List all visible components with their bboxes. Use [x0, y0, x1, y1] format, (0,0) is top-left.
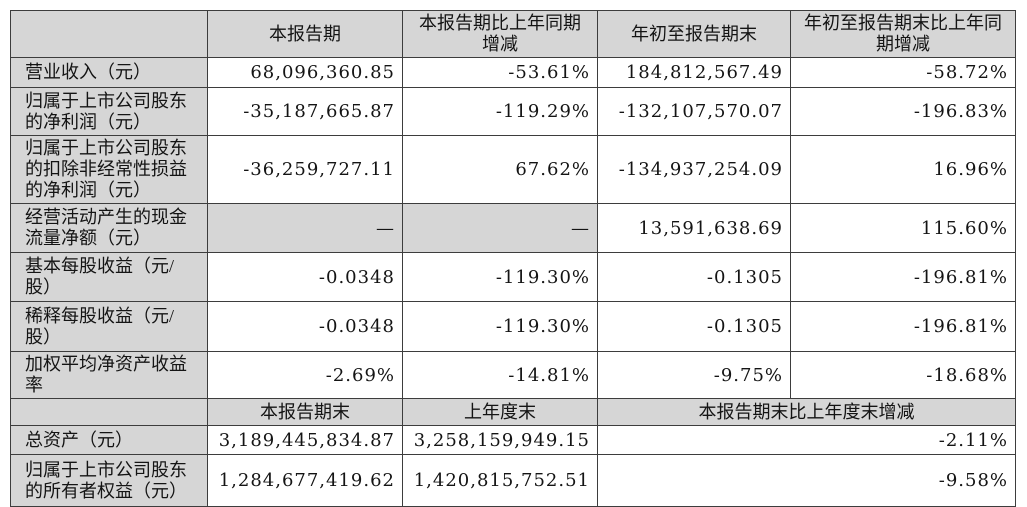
value-cell: -0.0348 [207, 301, 403, 352]
corner-cell [10, 398, 208, 426]
value-cell: -36,259,727.11 [207, 135, 403, 204]
value-cell: -2.11% [597, 425, 1016, 455]
value-cell: 13,591,638.69 [597, 203, 791, 253]
value-cell: -196.81% [790, 301, 1016, 352]
value-cell: -2.69% [207, 351, 403, 399]
value-cell: -0.0348 [207, 252, 403, 302]
column-header: 本报告期末 [207, 398, 403, 426]
value-cell: 3,189,445,834.87 [207, 425, 403, 455]
table-row: 归属于上市公司股东的扣除非经常性损益的净利润（元） -36,259,727.11 6… [10, 135, 1016, 204]
table-row: 加权平均净资产收益率 -2.69% -14.81% -9.75% -18.68% [10, 351, 1016, 399]
value-cell: -132,107,570.07 [597, 87, 791, 136]
row-label: 营业收入（元） [10, 57, 208, 88]
row-label: 总资产（元） [10, 425, 208, 455]
value-cell: -119.29% [402, 87, 598, 136]
header-row-period-end: 本报告期末 上年度末 本报告期末比上年度末增减 [10, 398, 1016, 426]
column-header: 本报告期末比上年度末增减 [597, 398, 1016, 426]
value-cell: -9.58% [597, 454, 1016, 507]
column-header: 上年度末 [402, 398, 598, 426]
value-cell: -35,187,665.87 [207, 87, 403, 136]
row-label: 归属于上市公司股东的所有者权益（元） [10, 454, 208, 507]
value-cell: 68,096,360.85 [207, 57, 403, 88]
value-cell: 115.60% [790, 203, 1016, 253]
value-cell: -119.30% [402, 301, 598, 352]
row-label: 稀释每股收益（元/股） [10, 301, 208, 352]
column-header: 本报告期比上年同期增减 [402, 10, 598, 58]
value-cell: 3,258,159,949.15 [402, 425, 598, 455]
table-row: 归属于上市公司股东的净利润（元） -35,187,665.87 -119.29% -1… [10, 87, 1016, 136]
table-row: 总资产（元） 3,189,445,834.87 3,258,159,949.15 -2… [10, 425, 1016, 455]
value-cell: 16.96% [790, 135, 1016, 204]
value-cell: -119.30% [402, 252, 598, 302]
value-cell: -0.1305 [597, 252, 791, 302]
table-row: 稀释每股收益（元/股） -0.0348 -119.30% -0.1305 -196.81… [10, 301, 1016, 352]
table-row: 基本每股收益（元/股） -0.0348 -119.30% -0.1305 -196.81… [10, 252, 1016, 302]
corner-cell [10, 10, 208, 58]
value-cell: — [207, 203, 403, 253]
value-cell: -14.81% [402, 351, 598, 399]
table-row: 归属于上市公司股东的所有者权益（元） 1,284,677,419.62 1,420,… [10, 454, 1016, 507]
value-cell: 1,420,815,752.51 [402, 454, 598, 507]
header-row-period: 本报告期 本报告期比上年同期增减 年初至报告期末 年初至报告期末比上年同期增减 [10, 10, 1016, 58]
report-table-body: 本报告期 本报告期比上年同期增减 年初至报告期末 年初至报告期末比上年同期增减 营业收入… [10, 10, 1016, 507]
value-cell: -58.72% [790, 57, 1016, 88]
column-header: 年初至报告期末 [597, 10, 791, 58]
report-table: 本报告期 本报告期比上年同期增减 年初至报告期末 年初至报告期末比上年同期增减 营业收入… [10, 10, 1016, 507]
row-label: 加权平均净资产收益率 [10, 351, 208, 399]
row-label: 经营活动产生的现金流量净额（元） [10, 203, 208, 253]
column-header: 年初至报告期末比上年同期增减 [790, 10, 1016, 58]
table-row: 营业收入（元） 68,096,360.85 -53.61% 184,812,567.4… [10, 57, 1016, 88]
table-row: 经营活动产生的现金流量净额（元） — —13,591,638.69 115.60% [10, 203, 1016, 253]
value-cell: -196.81% [790, 252, 1016, 302]
row-label: 基本每股收益（元/股） [10, 252, 208, 302]
value-cell: 184,812,567.49 [597, 57, 791, 88]
value-cell: -53.61% [402, 57, 598, 88]
value-cell: -9.75% [597, 351, 791, 399]
value-cell: 67.62% [402, 135, 598, 204]
row-label: 归属于上市公司股东的扣除非经常性损益的净利润（元） [10, 135, 208, 204]
value-cell: -18.68% [790, 351, 1016, 399]
value-cell: -0.1305 [597, 301, 791, 352]
value-cell: -134,937,254.09 [597, 135, 791, 204]
value-cell: 1,284,677,419.62 [207, 454, 403, 507]
row-label: 归属于上市公司股东的净利润（元） [10, 87, 208, 136]
value-cell: -196.83% [790, 87, 1016, 136]
value-cell: — [402, 203, 598, 253]
column-header: 本报告期 [207, 10, 403, 58]
